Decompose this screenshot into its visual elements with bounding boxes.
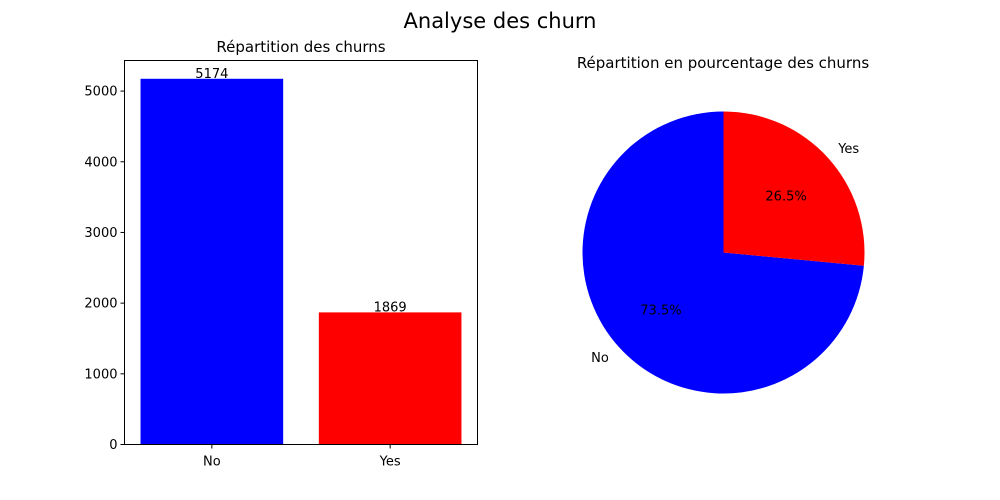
- x-tick-label: Yes: [379, 455, 401, 470]
- bar-yes: [318, 312, 462, 445]
- bar-y-axis: 0 1000 2000 3000 4000 5000: [84, 85, 125, 453]
- bar-value-label: 1869: [374, 300, 407, 315]
- bar-plot-frame: [124, 60, 478, 445]
- pie-slice-no: [582, 111, 864, 394]
- bar-value-label: 5174: [195, 67, 228, 82]
- y-tick-label: 1000: [84, 367, 117, 382]
- pie-slices: [582, 111, 865, 394]
- y-tick-label: 4000: [84, 155, 117, 170]
- bar-data-labels: 5174 1869: [195, 67, 406, 316]
- y-tick-label: 0: [109, 438, 117, 453]
- pie-chart: Répartition en pourcentage des churns 73…: [577, 54, 870, 394]
- y-tick-label: 5000: [84, 85, 117, 100]
- pie-category-label: Yes: [837, 142, 859, 157]
- figure-title: Analyse des churn: [404, 9, 597, 33]
- x-tick-label: No: [203, 455, 221, 470]
- bar-marks: [140, 78, 462, 445]
- pie-percent-label: 73.5%: [640, 303, 681, 318]
- bar-x-axis: No Yes: [203, 444, 401, 470]
- bar-chart-title: Répartition des churns: [216, 38, 385, 56]
- pie-labels: 73.5% No 26.5% Yes: [591, 142, 859, 366]
- pie-slice-yes: [723, 111, 865, 266]
- pie-percent-label: 26.5%: [765, 190, 806, 205]
- pie-category-label: No: [591, 351, 609, 366]
- bar-chart: Répartition des churns 0 1000 2000 3000 4000…: [84, 38, 478, 470]
- y-tick-label: 2000: [84, 297, 117, 312]
- bar-no: [140, 78, 284, 445]
- pie-chart-title: Répartition en pourcentage des churns: [577, 54, 870, 72]
- y-tick-label: 3000: [84, 226, 117, 241]
